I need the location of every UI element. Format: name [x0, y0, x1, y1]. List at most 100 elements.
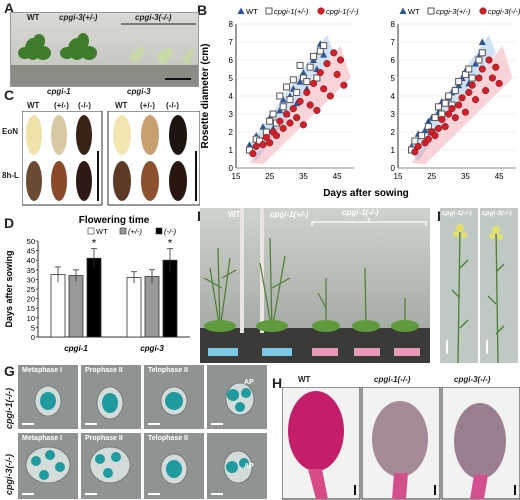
y-tick-label: 0 — [229, 164, 234, 173]
y-tick-label: 2 — [229, 128, 234, 137]
data-point-circle — [492, 63, 500, 71]
legend-label: cpgi-3(+/-) — [436, 7, 471, 16]
x-tick-label: 35 — [299, 172, 308, 181]
legend-marker — [427, 7, 435, 15]
x-tick-label: 35 — [461, 172, 470, 181]
data-point-triangle — [245, 141, 253, 148]
label-f-cpgi3: cpgi-3(-/-) — [482, 210, 512, 217]
data-point-circle — [478, 65, 486, 73]
ylabel-rosette: Rosette diameter (cm) — [200, 43, 211, 148]
y-tick-label: 8 — [391, 20, 396, 29]
g2-ap: AP — [244, 463, 254, 470]
data-point-circle — [451, 114, 459, 122]
label-e-hom: cpgi-1(-/-) — [342, 208, 379, 217]
panel-label-d: D — [4, 215, 15, 231]
data-point-circle — [262, 133, 270, 141]
col-wt-3: WT — [115, 101, 128, 110]
rosette-scatter-charts: Rosette diameter (cm)Days after sowing01… — [200, 7, 520, 199]
data-point-square — [320, 42, 328, 50]
row-eon: EoN — [2, 127, 18, 136]
data-point-circle — [461, 108, 469, 116]
col-het-1: (+/-) — [54, 101, 69, 110]
y-tick-label: 5 — [391, 74, 396, 83]
bar-WT — [126, 277, 142, 338]
data-point-circle — [266, 139, 274, 147]
data-point-circle — [495, 79, 503, 87]
data-point-circle — [283, 110, 291, 118]
data-point-square — [475, 56, 483, 64]
data-point-circle — [279, 124, 287, 132]
data-point-circle — [488, 74, 496, 82]
x-tick-label: 15 — [232, 172, 241, 181]
panel-label-c: C — [4, 87, 15, 103]
legend-swatch — [119, 227, 127, 235]
legend-marker — [399, 7, 407, 14]
label-cpgi3-hom: cpgi-3(-/-) — [135, 13, 172, 22]
data-point-circle — [306, 101, 314, 109]
data-point-square — [468, 74, 476, 82]
data-point-circle — [468, 81, 476, 89]
legend-marker — [317, 7, 325, 15]
y-tick-label: 1 — [229, 146, 234, 155]
data-point-triangle — [259, 123, 267, 130]
data-point-square — [434, 103, 442, 111]
data-point-square — [431, 114, 439, 122]
data-point-circle — [323, 60, 331, 68]
data-point-circle — [336, 56, 345, 64]
panel-label-h: H — [272, 375, 283, 391]
y-tick-label: 30 — [27, 275, 35, 284]
label-h-cpgi3: cpgi-3(-/-) — [454, 375, 491, 384]
data-point-circle — [289, 105, 297, 113]
y-tick-label: 0 — [31, 333, 35, 342]
x-tick-label: 45 — [333, 172, 342, 181]
data-point-circle — [303, 88, 311, 96]
data-point-circle — [414, 142, 422, 150]
data-point-triangle — [299, 69, 307, 76]
significance-mark: * — [168, 238, 173, 250]
y-tick-label: 5 — [31, 323, 35, 332]
legend-label: WT — [246, 7, 258, 16]
data-point-circle — [309, 79, 318, 87]
data-point-square — [411, 137, 419, 145]
data-point-square — [283, 83, 291, 91]
data-point-circle — [326, 92, 334, 100]
y-tick-label: 25 — [27, 285, 35, 294]
category-label: cpgi-3 — [140, 344, 164, 353]
significance-mark: * — [92, 238, 97, 250]
data-point-circle — [455, 101, 463, 109]
category-label: cpgi-1 — [64, 344, 88, 353]
y-tick-label: 45 — [27, 247, 35, 256]
data-point-triangle — [424, 117, 432, 125]
bolting-plants-illustration — [200, 208, 430, 363]
xlabel-days: Days after sowing — [323, 188, 409, 199]
data-point-circle — [471, 96, 480, 104]
legend-label: cpgi-3(-/-) — [488, 7, 520, 16]
data-point-circle — [431, 132, 439, 140]
data-point-circle — [293, 114, 301, 122]
y-tick-label: 5 — [229, 74, 234, 83]
x-tick-label: 45 — [495, 172, 504, 181]
data-point-square — [441, 99, 449, 107]
data-point-square — [313, 74, 321, 82]
label-h-wt: WT — [298, 375, 311, 384]
row-8hl: 8h-L — [2, 171, 19, 180]
legend-marker — [479, 7, 487, 15]
data-point-square — [266, 117, 274, 125]
g2-prophase: Prophase II — [85, 435, 123, 442]
panel-e-photo: WT cpgi-1(+/-) cpgi-1(-/-) — [200, 208, 430, 363]
data-point-circle — [249, 150, 257, 158]
y-tick-label: 6 — [229, 56, 234, 65]
data-point-square — [296, 61, 304, 69]
panel-a-photo: WT cpgi-3(+/-) cpgi-3(-/-) — [10, 12, 199, 87]
y-tick-label: 50 — [27, 237, 35, 246]
legend-label: WT — [408, 7, 420, 16]
label-h-cpgi1: cpgi-1(-/-) — [374, 375, 411, 384]
panel-label-b: B — [197, 2, 208, 18]
data-point-circle — [252, 142, 260, 150]
anther-photos — [282, 387, 520, 500]
data-point-circle — [438, 115, 446, 123]
y-tick-label: 4 — [229, 92, 234, 101]
title-cpgi3: cpgi-3 — [127, 87, 151, 96]
legend-marker — [237, 7, 245, 14]
